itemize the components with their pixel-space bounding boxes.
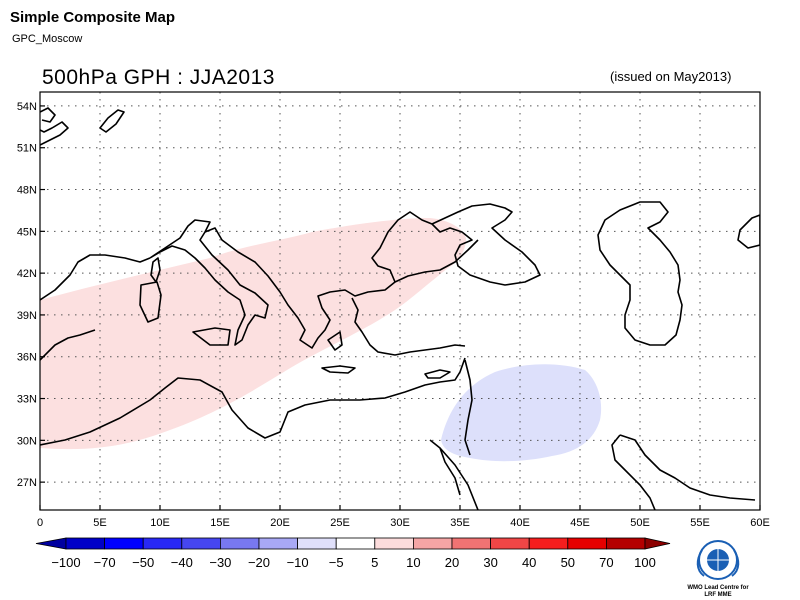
lat-label: 42N bbox=[17, 268, 37, 280]
colorbar-swatch bbox=[142, 537, 183, 550]
colorbar-swatch bbox=[451, 537, 491, 550]
colorbar-label: −100 bbox=[51, 555, 80, 570]
colorbar-label: 100 bbox=[634, 555, 656, 570]
colorbar-label: 50 bbox=[561, 555, 575, 570]
colorbar-left-arrow bbox=[35, 537, 67, 550]
colorbar-swatch bbox=[258, 537, 298, 550]
colorbar-swatch bbox=[567, 537, 607, 550]
lon-label: 30E bbox=[390, 517, 410, 529]
colorbar-label: 5 bbox=[371, 555, 378, 570]
colorbar-label: −70 bbox=[94, 555, 116, 570]
page-title: Simple Composite Map bbox=[10, 9, 176, 26]
lat-label: 27N bbox=[17, 477, 37, 489]
graticule bbox=[40, 92, 760, 510]
colorbar-swatch bbox=[412, 537, 453, 550]
lon-label: 25E bbox=[330, 517, 350, 529]
positive-anomaly-region bbox=[40, 218, 466, 450]
colorbar-label: −10 bbox=[287, 555, 309, 570]
lat-label: 45N bbox=[17, 226, 37, 238]
colorbar-label: 10 bbox=[406, 555, 420, 570]
colorbar-swatch bbox=[490, 537, 530, 550]
negative-anomaly-region bbox=[441, 364, 602, 462]
lat-label: 36N bbox=[17, 352, 37, 364]
colorbar-swatch bbox=[606, 537, 646, 550]
colorbar-swatch bbox=[219, 537, 260, 550]
lat-label: 39N bbox=[17, 310, 37, 322]
lat-label: 51N bbox=[17, 143, 37, 155]
colorbar-swatch bbox=[65, 537, 105, 550]
lon-label: 55E bbox=[690, 517, 710, 529]
lon-label: 35E bbox=[450, 517, 470, 529]
colorbar-label: −30 bbox=[209, 555, 231, 570]
colorbar-label: 40 bbox=[522, 555, 536, 570]
colorbar: −100 −70 −50 −40 −30 −20 −10 −5 5 10 20 30 40 50 70 100 bbox=[35, 537, 671, 570]
colorbar-label: 20 bbox=[445, 555, 459, 570]
lon-label: 50E bbox=[630, 517, 650, 529]
issued-date: (issued on May2013) bbox=[610, 69, 732, 84]
colorbar-label: 70 bbox=[599, 555, 613, 570]
lon-label: 15E bbox=[210, 517, 230, 529]
colorbar-swatch bbox=[335, 537, 376, 550]
logo-text-line2: LRF MME bbox=[704, 592, 731, 598]
colorbar-swatch bbox=[528, 537, 569, 550]
logo-text-line1: WMO Lead Centre for bbox=[687, 585, 749, 591]
colorbar-right-arrow bbox=[644, 537, 671, 550]
lat-label: 48N bbox=[17, 185, 37, 197]
lon-label: 20E bbox=[270, 517, 290, 529]
lon-label: 45E bbox=[570, 517, 590, 529]
wmo-logo: WMO Lead Centre for LRF MME bbox=[687, 540, 749, 598]
colorbar-label: 30 bbox=[483, 555, 497, 570]
colorbar-label: −50 bbox=[132, 555, 154, 570]
lat-label: 33N bbox=[17, 394, 37, 406]
colorbar-swatch bbox=[181, 537, 221, 550]
colorbar-swatch bbox=[297, 537, 337, 550]
map-axes: 54N 51N 48N 45N 42N 39N 36N 33N 30N 27N 0 5E 10E 15E 2… bbox=[17, 101, 770, 529]
lat-label: 54N bbox=[17, 101, 37, 113]
colorbar-swatch bbox=[104, 537, 144, 550]
lon-label: 0 bbox=[37, 517, 43, 529]
lat-label: 30N bbox=[17, 435, 37, 447]
map-title: 500hPa GPH : JJA2013 bbox=[42, 66, 275, 89]
colorbar-swatch bbox=[374, 537, 414, 550]
lon-label: 40E bbox=[510, 517, 530, 529]
colorbar-label: −5 bbox=[329, 555, 344, 570]
page-subtitle: GPC_Moscow bbox=[12, 33, 83, 45]
lon-label: 5E bbox=[93, 517, 106, 529]
coastlines bbox=[40, 107, 760, 510]
colorbar-label: −40 bbox=[171, 555, 193, 570]
lon-label: 10E bbox=[150, 517, 170, 529]
lon-label: 60E bbox=[750, 517, 770, 529]
colorbar-label: −20 bbox=[248, 555, 270, 570]
